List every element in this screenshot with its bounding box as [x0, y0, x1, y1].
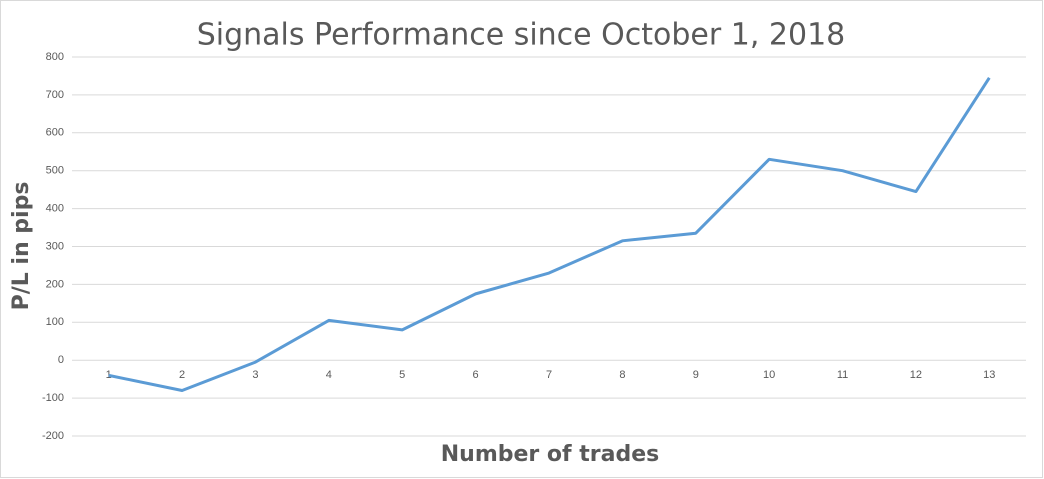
- line-series: [108, 77, 991, 393]
- y-axis-title: P/L in pips: [9, 182, 34, 311]
- y-tick-label: 800: [46, 51, 64, 63]
- x-tick-label: 10: [763, 369, 775, 381]
- x-tick-label: 7: [546, 369, 552, 381]
- y-tick-label: 300: [46, 240, 64, 252]
- x-axis-title: Number of trades: [441, 442, 660, 467]
- y-tick-label: 100: [46, 316, 64, 328]
- x-tick-label: 11: [837, 369, 848, 381]
- y-tick-label: 600: [46, 127, 64, 139]
- y-tick-label: 700: [46, 89, 64, 101]
- x-tick-label: 1: [106, 369, 112, 381]
- x-tick-label: 12: [910, 369, 922, 381]
- x-tick-label: 4: [326, 369, 332, 381]
- x-tick-label: 13: [983, 369, 995, 381]
- y-tick-label: -200: [42, 430, 64, 442]
- x-tick-label: 5: [399, 369, 405, 381]
- y-tick-label: 400: [46, 203, 64, 215]
- x-tick-label: 8: [619, 369, 625, 381]
- x-tick-label: 9: [693, 369, 699, 381]
- y-tick-label: 0: [58, 354, 64, 366]
- x-tick-label: 6: [473, 369, 479, 381]
- x-tick-label: 3: [252, 369, 258, 381]
- chart-title: Signals Performance since October 1, 201…: [197, 18, 846, 53]
- y-tick-label: -100: [42, 392, 64, 404]
- x-tick-label: 2: [179, 369, 185, 381]
- y-tick-label: 500: [46, 165, 64, 177]
- y-tick-label: 200: [46, 278, 64, 290]
